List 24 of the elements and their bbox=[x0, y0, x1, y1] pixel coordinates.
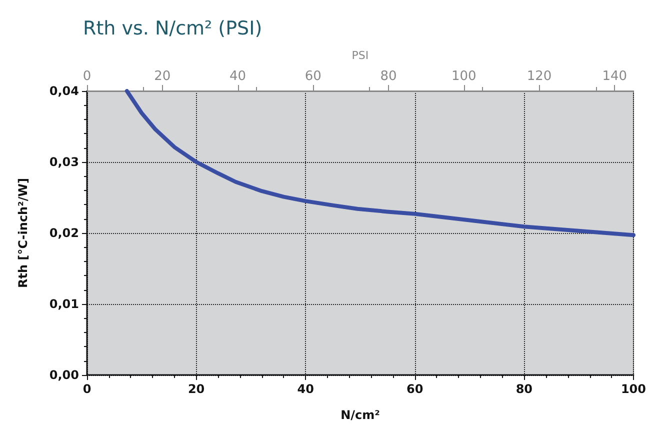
x2-tick-label: 80 bbox=[380, 69, 397, 84]
x-axis-title: N/cm² bbox=[340, 408, 380, 422]
x2-axis-title: PSI bbox=[352, 49, 369, 62]
x-tick-label: 80 bbox=[516, 382, 533, 396]
x-tick-label: 20 bbox=[188, 382, 205, 396]
x-tick-label: 60 bbox=[406, 382, 424, 396]
y-tick-label: 0,02 bbox=[49, 226, 79, 240]
x2-tick-label: 0 bbox=[82, 69, 92, 84]
x2-tick-label: 40 bbox=[229, 69, 246, 84]
x2-tick-label: 140 bbox=[602, 69, 628, 84]
chart-title: Rth vs. N/cm² (PSI) bbox=[83, 18, 262, 40]
y-tick-label: 0,01 bbox=[49, 297, 79, 311]
line-series bbox=[124, 89, 636, 238]
x-tick-label: 40 bbox=[297, 382, 314, 396]
y-axis-title: Rth [°C-inch²/W] bbox=[16, 178, 30, 288]
x-tick-label: 100 bbox=[620, 382, 646, 396]
x2-tick-label: 20 bbox=[154, 69, 171, 84]
x2-tick-label: 120 bbox=[526, 69, 552, 84]
x2-tick-label: 60 bbox=[304, 69, 322, 84]
y-tick-label: 0,00 bbox=[49, 368, 79, 382]
y-tick-label: 0,04 bbox=[49, 84, 79, 98]
x2-tick-label: 100 bbox=[451, 69, 476, 84]
y-tick-label: 0,03 bbox=[49, 155, 79, 169]
x-tick-label: 0 bbox=[82, 382, 92, 396]
